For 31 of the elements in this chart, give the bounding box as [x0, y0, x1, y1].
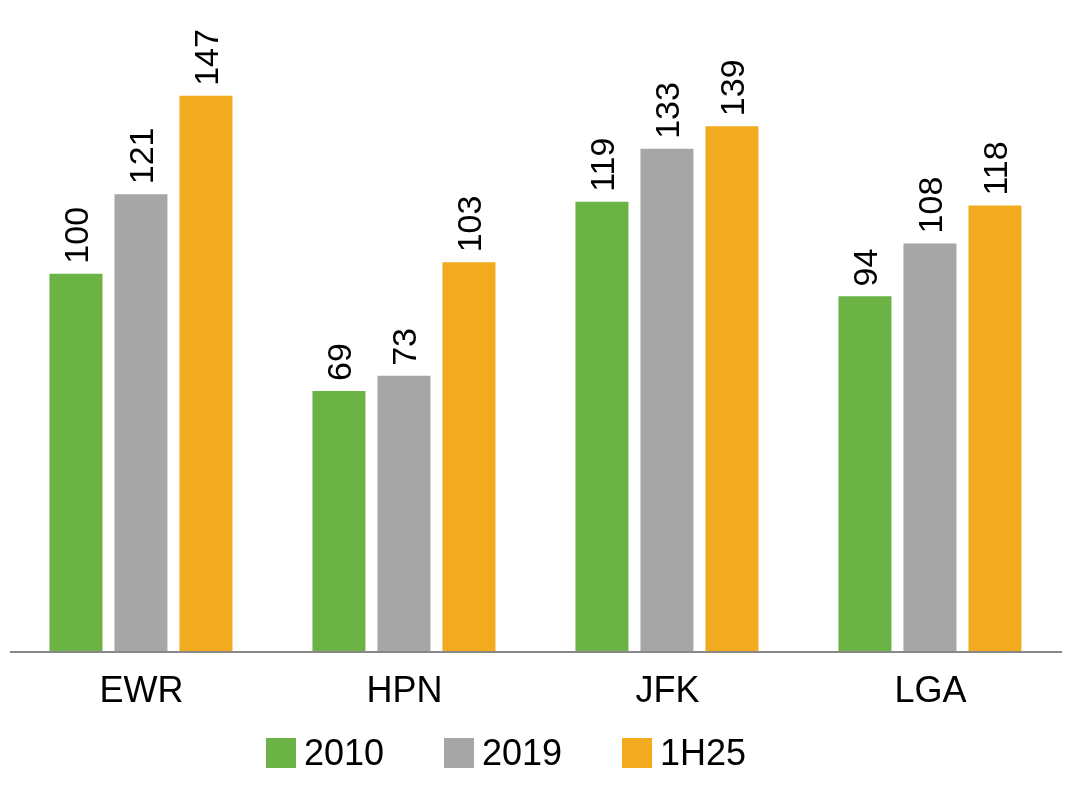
data-label: 119	[582, 137, 621, 192]
bar	[179, 95, 233, 652]
bar	[838, 296, 892, 652]
x-tick-label: JFK	[635, 668, 700, 710]
bar	[968, 205, 1022, 652]
bar	[114, 194, 168, 652]
bar	[705, 126, 759, 652]
x-tick-label: HPN	[366, 668, 443, 710]
data-label: 69	[319, 343, 358, 381]
bar	[640, 148, 694, 652]
data-label: 73	[384, 327, 423, 366]
data-label: 133	[647, 82, 686, 139]
data-label: 118	[975, 141, 1014, 196]
bar	[442, 262, 496, 652]
data-label: 147	[186, 29, 225, 86]
data-label: 103	[449, 195, 488, 253]
legend-label: 2010	[303, 732, 384, 774]
bar	[49, 273, 103, 652]
bar	[377, 375, 431, 652]
x-tick-label: LGA	[894, 668, 967, 710]
bar	[575, 201, 629, 652]
data-label: 94	[845, 248, 884, 287]
data-label: 108	[910, 176, 949, 234]
legend-label: 2019	[481, 732, 563, 774]
bar	[312, 390, 366, 652]
data-label: 100	[56, 206, 95, 264]
x-tick-label: EWR	[99, 668, 184, 710]
data-label: 139	[712, 59, 751, 117]
legend-label: 1H25	[660, 732, 747, 774]
bar	[903, 243, 957, 652]
data-label: 121	[121, 127, 160, 185]
